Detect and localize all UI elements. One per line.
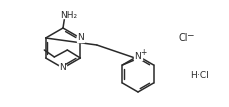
Text: H: H [189,71,196,80]
Text: −: − [185,30,193,39]
Bar [76,34,83,42]
Bar [59,65,66,71]
Text: +: + [139,48,146,57]
Text: NH₂: NH₂ [60,10,77,19]
Text: ·Cl: ·Cl [196,71,208,80]
Text: Cl: Cl [177,33,187,43]
Bar [62,10,76,18]
Text: N: N [134,51,141,60]
Text: N: N [77,33,83,42]
Bar [134,53,141,59]
Text: N: N [59,63,66,73]
